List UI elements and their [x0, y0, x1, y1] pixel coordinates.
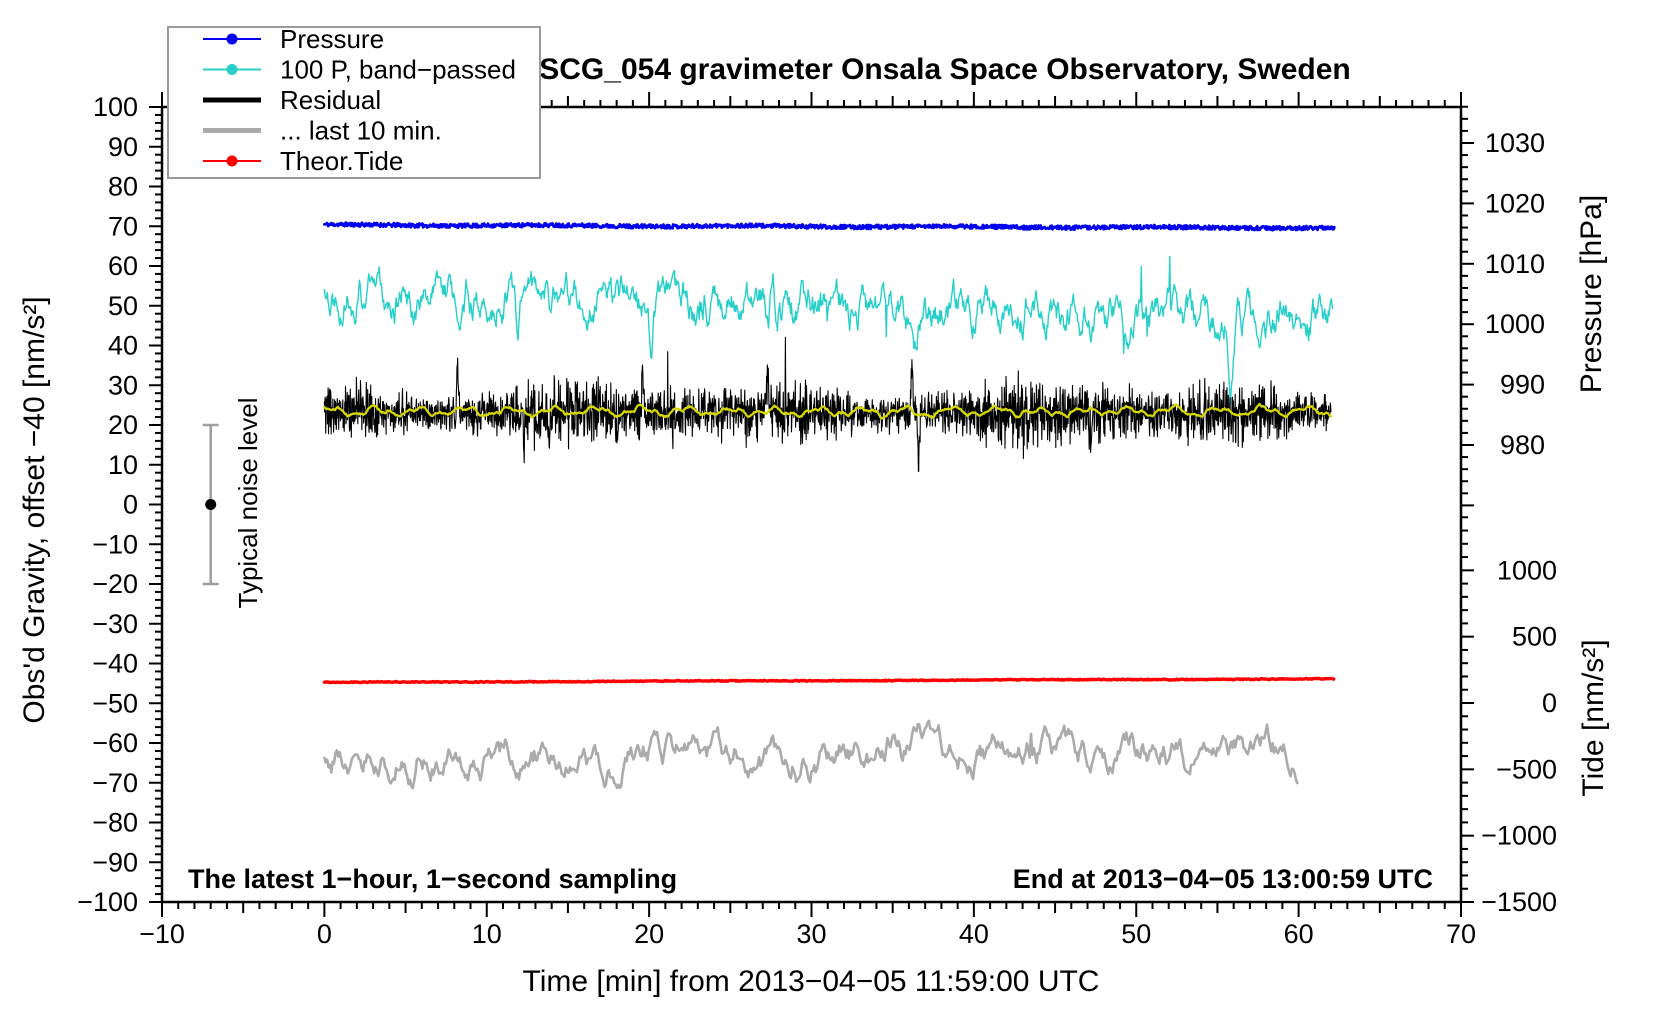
x-tick-label: 30 [796, 919, 826, 949]
x-tick-label: 20 [634, 919, 664, 949]
y-tick-label: 60 [108, 251, 138, 281]
y-tick-label: −10 [92, 529, 138, 559]
pressure-tick-label: 1000 [1485, 309, 1545, 339]
y-axis-title: Obs'd Gravity, offset −40 [nm/s²] [18, 296, 51, 723]
tide-tick-label: −500 [1496, 754, 1557, 784]
series-100-p-band-passed [323, 255, 1334, 406]
tide-tick-label: −1500 [1481, 887, 1557, 917]
legend-item-residual: Residual [203, 85, 381, 115]
x-tick-label: 40 [959, 919, 989, 949]
noise-level-label: Typical noise level [233, 398, 263, 609]
tide-axis-title: Tide [nm/s²] [1577, 639, 1610, 796]
y-tick-label: −70 [92, 768, 138, 798]
pressure-tick-label: 1030 [1485, 128, 1545, 158]
legend-label: Theor.Tide [280, 146, 403, 176]
series-pressure [323, 221, 1336, 232]
y-tick-label: 80 [108, 172, 138, 202]
y-tick-label: −40 [92, 649, 138, 679]
legend-label: Residual [280, 85, 381, 115]
pressure-axis-title: Pressure [hPa] [1575, 195, 1608, 393]
tide-tick-label: 0 [1542, 688, 1557, 718]
y-tick-label: −50 [92, 688, 138, 718]
y-tick-label: −30 [92, 609, 138, 639]
axis-tick-labels: −10 0 10 20 30 40 50 60 701009080706050403020100… [77, 92, 1557, 949]
y-tick-label: −90 [92, 847, 138, 877]
pressure-tick-label: 980 [1500, 430, 1545, 460]
x-axis-title: Time [min] from 2013−04−05 11:59:00 UTC [523, 965, 1100, 998]
legend-item-last10min: ... last 10 min. [203, 116, 442, 146]
pressure-tick-label: 1010 [1485, 249, 1545, 279]
plot-frame [160, 105, 1463, 904]
y-tick-label: −20 [92, 569, 138, 599]
y-tick-label: 40 [108, 331, 138, 361]
pressure-tick-label: 1020 [1485, 188, 1545, 218]
y-tick-label: −80 [92, 808, 138, 838]
legend: Pressure 100 P, band−passed Residual ...… [167, 24, 541, 179]
y-tick-label: 20 [108, 410, 138, 440]
x-tick-label: 10 [472, 919, 502, 949]
y-tick-label: 0 [123, 490, 138, 520]
y-tick-label: 10 [108, 450, 138, 480]
series-theor-tide [322, 676, 1336, 685]
sampling-annotation: The latest 1−hour, 1−second sampling [188, 864, 677, 894]
y-tick-label: 30 [108, 370, 138, 400]
x-tick-label: 60 [1284, 919, 1314, 949]
legend-item-bandpassed: 100 P, band−passed [203, 55, 516, 85]
x-tick-label: 0 [317, 919, 332, 949]
x-tick-label: −10 [139, 919, 185, 949]
tide-tick-label: 500 [1512, 622, 1557, 652]
legend-dot-icon [226, 33, 238, 45]
chart-title: SCG_054 gravimeter Onsala Space Observat… [539, 53, 1351, 86]
series-residual-running-mean [323, 402, 1332, 420]
legend-item-pressure: Pressure [203, 24, 384, 54]
noise-bar-dot [205, 499, 217, 510]
tide-tick-label: 1000 [1497, 555, 1557, 585]
series-last-10-min [323, 719, 1299, 790]
y-tick-label: 50 [108, 291, 138, 321]
legend-dot-icon [226, 155, 238, 167]
y-tick-label: 90 [108, 132, 138, 162]
y-tick-label: 70 [108, 211, 138, 241]
y-tick-label: −100 [77, 887, 138, 917]
data-series [322, 221, 1336, 790]
y-tick-label: 100 [93, 92, 138, 122]
legend-label: Pressure [280, 24, 384, 54]
y-tick-label: −60 [92, 728, 138, 758]
noise-level-errorbar [202, 423, 219, 586]
legend-label: ... last 10 min. [280, 116, 442, 146]
tide-tick-label: −1000 [1481, 821, 1557, 851]
series-residual [323, 336, 1332, 473]
axis-ticks [149, 92, 1474, 917]
legend-item-theortide: Theor.Tide [203, 146, 403, 176]
end-time-annotation: End at 2013−04−05 13:00:59 UTC [1013, 864, 1433, 894]
x-tick-label: 70 [1446, 919, 1476, 949]
legend-label: 100 P, band−passed [280, 55, 516, 85]
pressure-tick-label: 990 [1500, 370, 1545, 400]
x-tick-label: 50 [1121, 919, 1151, 949]
legend-dot-icon [226, 64, 238, 75]
